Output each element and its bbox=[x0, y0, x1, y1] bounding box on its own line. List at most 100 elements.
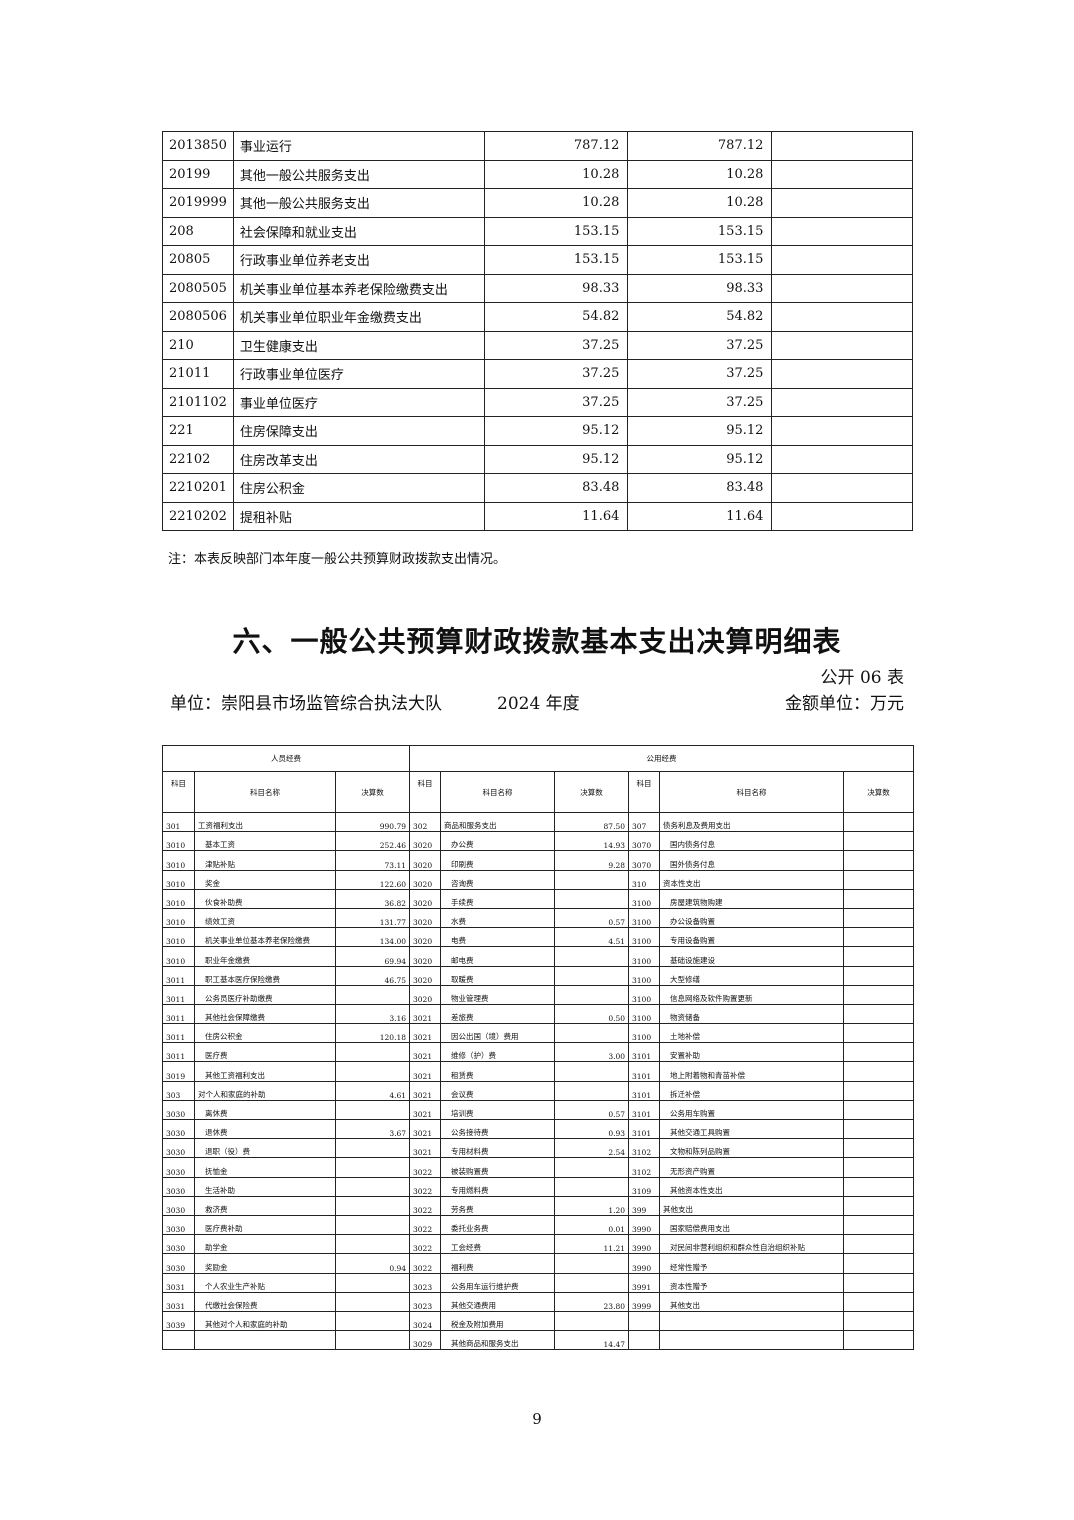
amount-project bbox=[771, 188, 913, 218]
amount bbox=[334, 984, 411, 1005]
table-row: 3030 退职（役）费 3021 专用材料费 2.54 3102 文物和陈列品购置 bbox=[162, 1138, 915, 1159]
subject-code: 3070 bbox=[628, 831, 661, 852]
subject-code: 3100 bbox=[628, 1003, 661, 1025]
section-title: 六、一般公共预算财政拨款基本支出决算明细表 bbox=[232, 625, 842, 658]
subject-code: 3100 bbox=[628, 927, 661, 948]
amount bbox=[843, 831, 915, 852]
subject-name: 退休费 bbox=[194, 1118, 336, 1140]
table-note: 注：本表反映部门本年度一般公共预算财政拨款支出情况。 bbox=[168, 552, 507, 567]
subject-code: 20805 bbox=[162, 245, 234, 275]
amount-total: 11.64 bbox=[484, 501, 629, 531]
amount-total: 153.15 bbox=[484, 216, 629, 246]
table-row: 3010 绩效工资 131.77 3020 水费 0.57 3100 办公设备购置 bbox=[162, 907, 915, 929]
subject-code: 3031 bbox=[162, 1272, 195, 1293]
subject-code: 3030 bbox=[162, 1138, 195, 1159]
subject-name: 商品和服务支出 bbox=[440, 811, 556, 833]
amount bbox=[843, 1157, 915, 1178]
amount: 9.28 bbox=[554, 850, 630, 871]
amount bbox=[843, 1003, 915, 1025]
subject-code: 3101 bbox=[628, 1118, 661, 1140]
amount bbox=[554, 965, 630, 986]
amount-total: 37.25 bbox=[484, 387, 629, 417]
subject-name: 行政事业单位养老支出 bbox=[232, 245, 486, 275]
subject-name: 提租补贴 bbox=[232, 501, 486, 531]
column-header-code: 科目 bbox=[409, 771, 442, 813]
table-row: 3011 其他社会保障缴费 3.16 3021 差旅费 0.50 3100 物资储备 bbox=[162, 1003, 915, 1025]
subject-code: 3010 bbox=[162, 946, 195, 967]
amount bbox=[554, 869, 630, 890]
table-row: 3011 医疗费 3021 维修（护）费 3.00 3101 安置补助 bbox=[162, 1042, 915, 1063]
amount bbox=[843, 850, 915, 871]
table-row: 2013850 事业运行 787.12 787.12 bbox=[162, 131, 913, 161]
subject-name bbox=[659, 1310, 845, 1332]
subject-name: 对个人和家庭的补助 bbox=[194, 1080, 336, 1101]
amount-total: 95.12 bbox=[484, 444, 629, 474]
amount: 14.47 bbox=[554, 1330, 630, 1351]
amount bbox=[554, 1176, 630, 1197]
subject-name: 工资福利支出 bbox=[194, 811, 336, 833]
subject-name: 对民间非营利组织和群众性自治组织补贴 bbox=[659, 1234, 845, 1255]
amount-basic: 37.25 bbox=[627, 330, 773, 360]
table-row: 303 对个人和家庭的补助 4.61 3021 会议费 3101 拆迁补偿 bbox=[162, 1080, 915, 1101]
subject-name: 国外债务付息 bbox=[659, 850, 845, 871]
subject-name: 其他交通费用 bbox=[440, 1291, 556, 1312]
subject-code: 3102 bbox=[628, 1157, 661, 1178]
subject-code: 3030 bbox=[162, 1234, 195, 1255]
subject-code: 3070 bbox=[628, 850, 661, 871]
amount-project bbox=[771, 131, 913, 161]
subject-name: 住房改革支出 bbox=[232, 444, 486, 474]
subject-code: 3020 bbox=[409, 831, 442, 852]
amount bbox=[334, 1272, 411, 1293]
subject-name: 取暖费 bbox=[440, 965, 556, 986]
amount bbox=[843, 1234, 915, 1255]
table-row: 2101102 事业单位医疗 37.25 37.25 bbox=[162, 387, 913, 417]
subject-name: 退职（役）费 bbox=[194, 1138, 336, 1159]
amount bbox=[843, 1253, 915, 1274]
expenditure-table-continued: 2013850 事业运行 787.12 787.12 20199 其他一般公共服务支出 10… bbox=[162, 131, 913, 531]
subject-code: 3101 bbox=[628, 1042, 661, 1063]
subject-name: 拆迁补偿 bbox=[659, 1080, 845, 1101]
subject-code: 3021 bbox=[409, 1080, 442, 1101]
amount: 14.93 bbox=[554, 831, 630, 852]
amount-total: 153.15 bbox=[484, 245, 629, 275]
subject-name: 咨询费 bbox=[440, 869, 556, 890]
table-row: 2080505 机关事业单位基本养老保险缴费支出 98.33 98.33 bbox=[162, 273, 913, 303]
subject-code: 3022 bbox=[409, 1176, 442, 1197]
amount bbox=[334, 1061, 411, 1082]
subject-code: 3101 bbox=[628, 1080, 661, 1101]
amount bbox=[334, 1042, 411, 1063]
subject-name: 办公设备购置 bbox=[659, 907, 845, 929]
amount bbox=[334, 1310, 411, 1332]
subject-code: 3022 bbox=[409, 1234, 442, 1255]
subject-name: 专用材料费 bbox=[440, 1138, 556, 1159]
subject-name: 医疗费补助 bbox=[194, 1214, 336, 1236]
table-row: 3030 抚恤金 3022 被装购置费 3102 无形资产购置 bbox=[162, 1157, 915, 1178]
amount bbox=[554, 1310, 630, 1332]
subject-name: 资本性赠予 bbox=[659, 1272, 845, 1293]
table-row: 3010 伙食补助费 36.82 3020 手续费 3100 房屋建筑物购建 bbox=[162, 888, 915, 909]
subject-code: 3991 bbox=[628, 1272, 661, 1293]
subject-name: 医疗费 bbox=[194, 1042, 336, 1063]
subject-code: 3100 bbox=[628, 946, 661, 967]
subject-name: 其他商品和服务支出 bbox=[440, 1330, 556, 1351]
subject-code: 3021 bbox=[409, 1118, 442, 1140]
amount bbox=[843, 1214, 915, 1236]
subject-code: 3022 bbox=[409, 1157, 442, 1178]
column-header-name: 科目名称 bbox=[659, 771, 845, 813]
amount: 1.20 bbox=[554, 1195, 630, 1216]
subject-name: 事业运行 bbox=[232, 131, 486, 161]
column-header-amount: 决算数 bbox=[554, 771, 630, 813]
subject-code: 3020 bbox=[409, 965, 442, 986]
table-row: 3031 代缴社会保险费 3023 其他交通费用 23.80 3999 其他支出 bbox=[162, 1291, 915, 1312]
subject-name: 资本性支出 bbox=[659, 869, 845, 890]
subject-name: 差旅费 bbox=[440, 1003, 556, 1025]
subject-name: 安置补助 bbox=[659, 1042, 845, 1063]
subject-code: 310 bbox=[628, 869, 661, 890]
table-row: 2210201 住房公积金 83.48 83.48 bbox=[162, 473, 913, 503]
subject-code: 210 bbox=[162, 330, 234, 360]
amount-total: 10.28 bbox=[484, 188, 629, 218]
amount: 122.60 bbox=[334, 869, 411, 890]
amount-basic: 10.28 bbox=[627, 159, 773, 189]
subject-code: 3039 bbox=[162, 1310, 195, 1332]
